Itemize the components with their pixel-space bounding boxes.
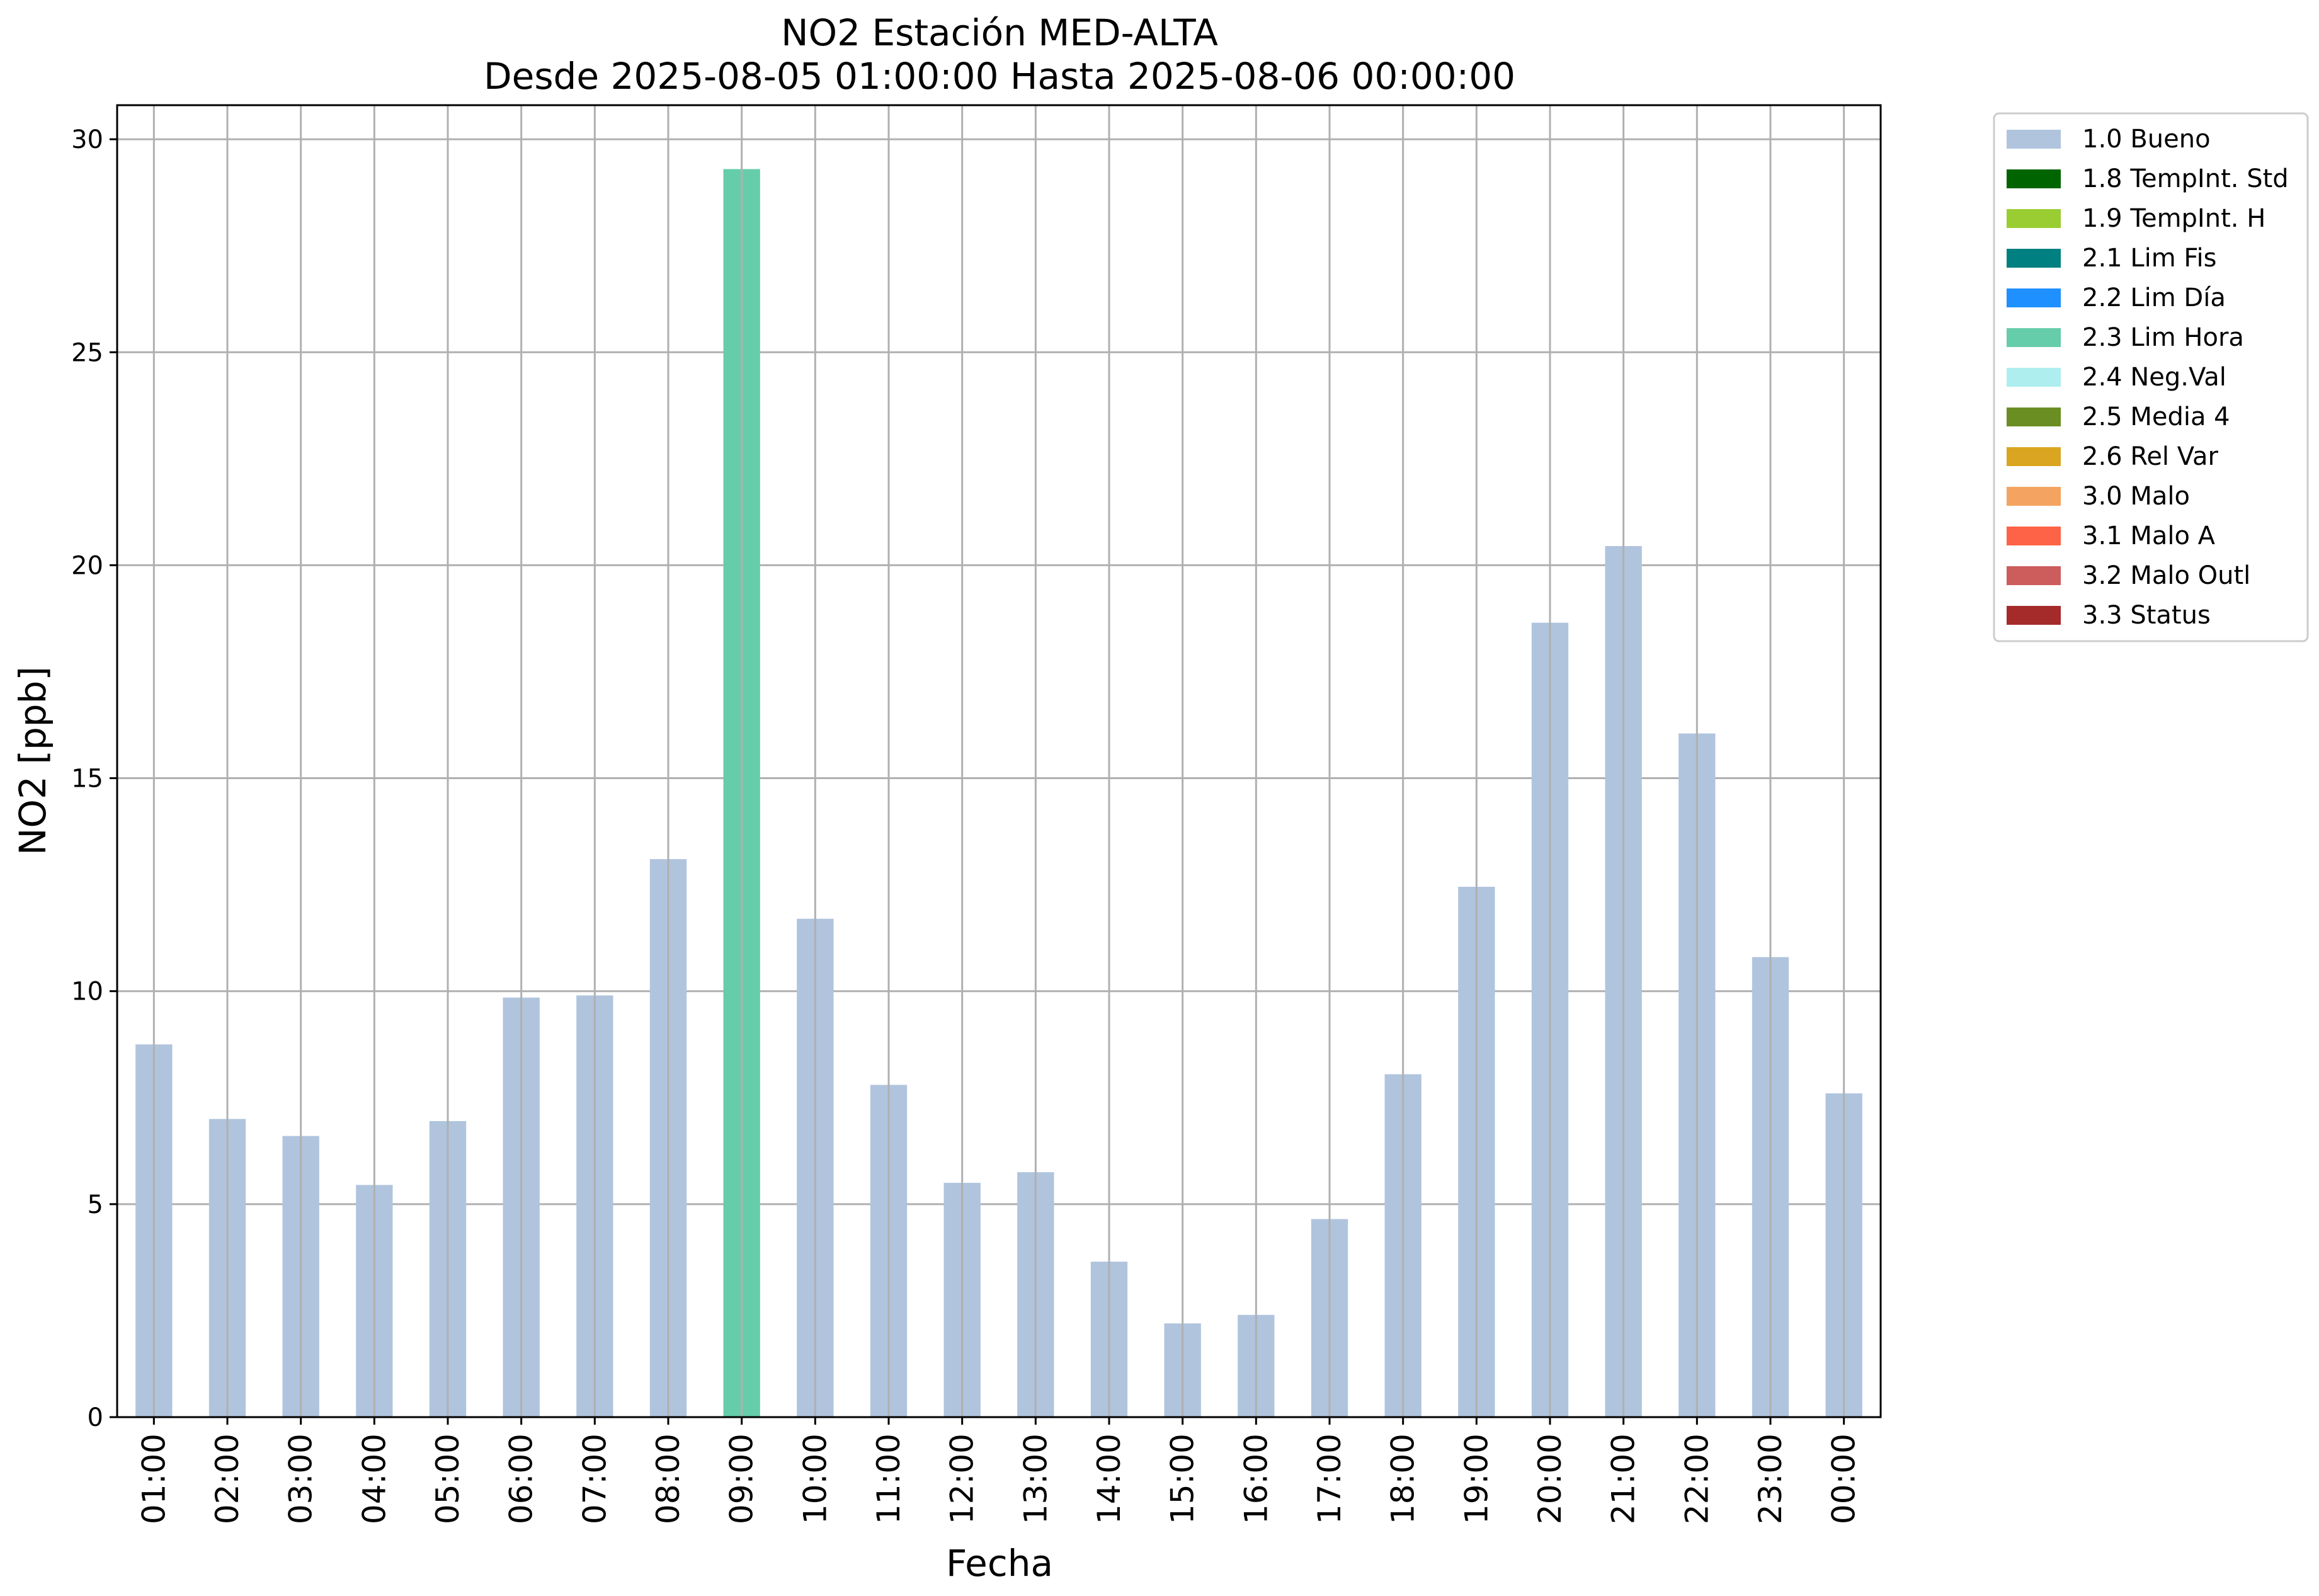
legend-swatch — [2007, 209, 2061, 228]
y-tick-label: 5 — [88, 1190, 103, 1219]
legend: 1.0 Bueno 1.8 TempInt. Std 1.9 TempInt. H 2… — [1993, 112, 2309, 642]
legend-entry-label: 1.0 Bueno — [2082, 125, 2211, 154]
legend-entry-label: 2.6 Rel Var — [2082, 442, 2219, 471]
y-tick-label: 25 — [71, 338, 103, 367]
legend-frame — [1993, 112, 2309, 642]
x-tick-label: 04:00 — [356, 1434, 392, 1524]
x-tick-label: 15:00 — [1165, 1434, 1201, 1524]
x-tick-label: 23:00 — [1752, 1434, 1789, 1524]
legend-entry-label: 3.0 Malo — [2082, 482, 2190, 511]
x-tick-label: 19:00 — [1458, 1434, 1495, 1524]
y-tick-label: 0 — [88, 1403, 103, 1432]
x-tick-label: 05:00 — [430, 1434, 466, 1524]
y-tick-label: 10 — [71, 978, 103, 1006]
legend-swatch — [2007, 606, 2061, 625]
x-tick-label: 03:00 — [283, 1434, 319, 1524]
x-tick-label: 13:00 — [1017, 1434, 1054, 1524]
legend-entry-label: 2.5 Media 4 — [2082, 402, 2230, 431]
x-tick-label: 14:00 — [1091, 1434, 1127, 1524]
x-tick-label: 09:00 — [724, 1434, 760, 1524]
x-tick-label: 08:00 — [650, 1434, 687, 1524]
legend-entry-label: 2.2 Lim Día — [2082, 283, 2226, 312]
plot-area-frame — [116, 104, 1882, 1418]
legend-entry-label: 3.1 Malo A — [2082, 522, 2216, 550]
legend-swatch — [2007, 447, 2061, 466]
y-tick-label: 15 — [71, 765, 103, 794]
legend-swatch — [2007, 408, 2061, 426]
chart-subtitle: Desde 2025-08-05 01:00:00 Hasta 2025-08-… — [484, 55, 1515, 98]
legend-entry-label: 2.1 Lim Fis — [2082, 244, 2216, 273]
grid-lines — [117, 138, 1881, 1418]
x-tick-label: 10:00 — [797, 1434, 833, 1524]
legend-swatch — [2007, 169, 2061, 188]
y-axis-label: NO2 [ppb] — [11, 666, 54, 855]
x-axis-label: Fecha — [946, 1542, 1053, 1585]
x-tick-label: 00:00 — [1826, 1434, 1862, 1524]
x-tick-label: 07:00 — [576, 1434, 613, 1524]
x-tick-label: 22:00 — [1678, 1434, 1715, 1524]
chart-title: NO2 Estación MED-ALTA — [781, 11, 1218, 54]
legend-swatch — [2007, 288, 2061, 307]
x-axis-ticks: 01:00 02:00 03:00 04:00 05:00 06:00 07:00 08:00… — [135, 1417, 1862, 1524]
y-axis-ticks: 0 5 10 15 20 25 30 — [71, 125, 117, 1432]
legend-swatch — [2007, 487, 2061, 506]
legend-entry-label: 2.4 Neg.Val — [2082, 363, 2226, 392]
y-tick-label: 20 — [71, 551, 103, 580]
legend-swatch — [2007, 368, 2061, 387]
x-tick-label: 16:00 — [1238, 1434, 1274, 1524]
x-tick-label: 17:00 — [1311, 1434, 1348, 1524]
x-tick-label: 21:00 — [1605, 1434, 1642, 1524]
x-tick-label: 02:00 — [209, 1434, 246, 1524]
legend-swatch — [2007, 130, 2061, 149]
legend-entry-label: 2.3 Lim Hora — [2082, 323, 2244, 352]
x-tick-label: 06:00 — [503, 1434, 540, 1524]
bars-group — [135, 105, 1862, 1418]
legend-swatch — [2007, 566, 2061, 585]
y-tick-label: 30 — [71, 125, 103, 154]
legend-entry-label: 3.2 Malo Outl — [2082, 561, 2250, 590]
x-tick-label: 20:00 — [1532, 1434, 1568, 1524]
x-tick-label: 01:00 — [135, 1434, 172, 1524]
legend-swatch — [2007, 249, 2061, 268]
x-tick-label: 18:00 — [1385, 1434, 1422, 1524]
legend-entry-label: 3.3 Status — [2082, 601, 2211, 630]
legend-swatch — [2007, 328, 2061, 347]
x-tick-label: 12:00 — [944, 1434, 981, 1524]
legend-swatch — [2007, 527, 2061, 545]
legend-entry-label: 1.8 TempInt. Std — [2082, 164, 2289, 193]
x-tick-label: 11:00 — [870, 1434, 907, 1524]
legend-entry-label: 1.9 TempInt. H — [2082, 204, 2265, 233]
